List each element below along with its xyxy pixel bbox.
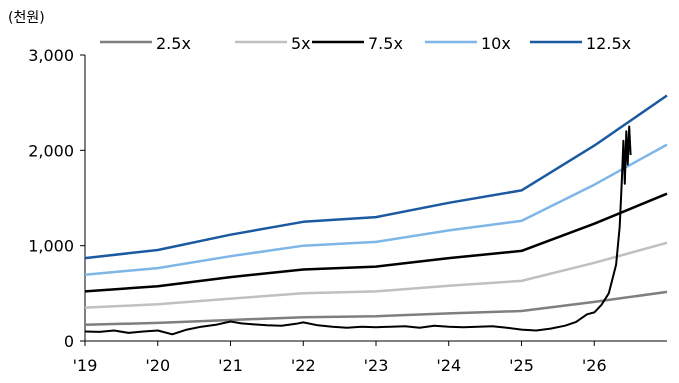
price-line bbox=[84, 125, 632, 336]
x-tick-label: '25 bbox=[509, 356, 534, 375]
series-line-2-5x bbox=[84, 290, 668, 327]
x-tick-label: '19 bbox=[73, 356, 98, 375]
y-tick-label: 2,000 bbox=[28, 141, 74, 160]
legend-label: 12.5x bbox=[586, 34, 631, 53]
price-line-group bbox=[84, 125, 632, 336]
y-tick-label: 1,000 bbox=[28, 237, 74, 256]
series-line-12-5x bbox=[84, 94, 668, 260]
x-tick-label: '23 bbox=[364, 356, 389, 375]
series-line-7-5x bbox=[84, 192, 668, 293]
legend-label: 10x bbox=[481, 34, 511, 53]
x-tick-label: '22 bbox=[291, 356, 316, 375]
x-axis: '19 '20 '21 '22 '23 '24 '25 '26 bbox=[73, 340, 667, 375]
legend-item: 2.5x bbox=[100, 34, 191, 53]
y-unit-label: (천원) bbox=[8, 10, 45, 26]
y-axis: 0 1,000 2,000 3,000 bbox=[28, 46, 86, 351]
legend: 2.5x 5x 7.5x 10x 12.5x bbox=[100, 34, 631, 53]
legend-label: 5x bbox=[291, 34, 311, 53]
x-tick-label: '26 bbox=[582, 356, 607, 375]
y-tick-label: 0 bbox=[64, 332, 74, 351]
y-tick-label: 3,000 bbox=[28, 46, 74, 65]
legend-item: 5x bbox=[235, 34, 311, 53]
series-lines bbox=[84, 94, 668, 327]
legend-label: 2.5x bbox=[156, 34, 191, 53]
legend-label: 7.5x bbox=[368, 34, 403, 53]
legend-item: 7.5x bbox=[312, 34, 403, 53]
legend-item: 12.5x bbox=[530, 34, 631, 53]
x-tick-label: '24 bbox=[436, 356, 461, 375]
legend-item: 10x bbox=[425, 34, 511, 53]
x-tick-label: '21 bbox=[218, 356, 243, 375]
x-tick-label: '20 bbox=[145, 356, 170, 375]
series-line-5x bbox=[84, 241, 668, 309]
series-line-10x bbox=[84, 143, 668, 276]
